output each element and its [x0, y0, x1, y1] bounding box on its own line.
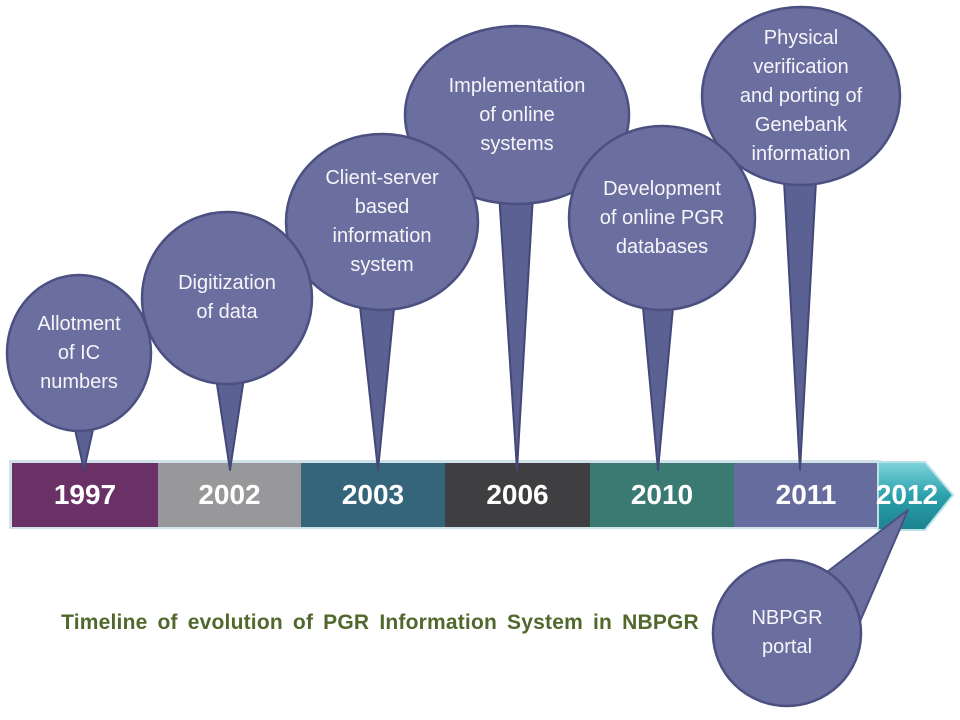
bubble-shape — [711, 558, 863, 708]
slide-caption: Timeline of evolution of PGR Information… — [61, 611, 699, 634]
bubble-shape — [567, 124, 757, 312]
bubble-client-server-information-system — [284, 132, 480, 471]
bubble-allotment-of-ic-numbers — [5, 273, 153, 471]
bubble-implementation-of-online-systems — [403, 24, 631, 471]
bubble-tail-icon — [497, 177, 535, 471]
segment-2011 — [734, 463, 878, 527]
bubble-development-of-online-pgr-databases — [567, 124, 757, 471]
bubble-tail-icon — [640, 285, 676, 471]
segment-2010 — [590, 463, 734, 527]
bubble-shape — [140, 210, 314, 386]
bubble-tail-icon — [782, 162, 818, 471]
bubble-digitization-of-data — [140, 210, 314, 471]
segment-2006 — [445, 463, 590, 527]
segment-2002 — [158, 463, 301, 527]
bubble-shape — [284, 132, 480, 312]
segment-1997 — [12, 463, 158, 527]
bubble-nbpgr-portal — [711, 509, 909, 708]
segment-2003 — [301, 463, 445, 527]
bubble-shape — [5, 273, 153, 433]
bubble-tail-icon — [357, 287, 397, 471]
segment-2012-arrow-icon — [877, 461, 954, 531]
bubble-shape — [700, 5, 902, 187]
timeline-bar — [9, 460, 954, 531]
bubble-shape — [403, 24, 631, 206]
bubble-physical-verification-genebank — [700, 5, 902, 471]
